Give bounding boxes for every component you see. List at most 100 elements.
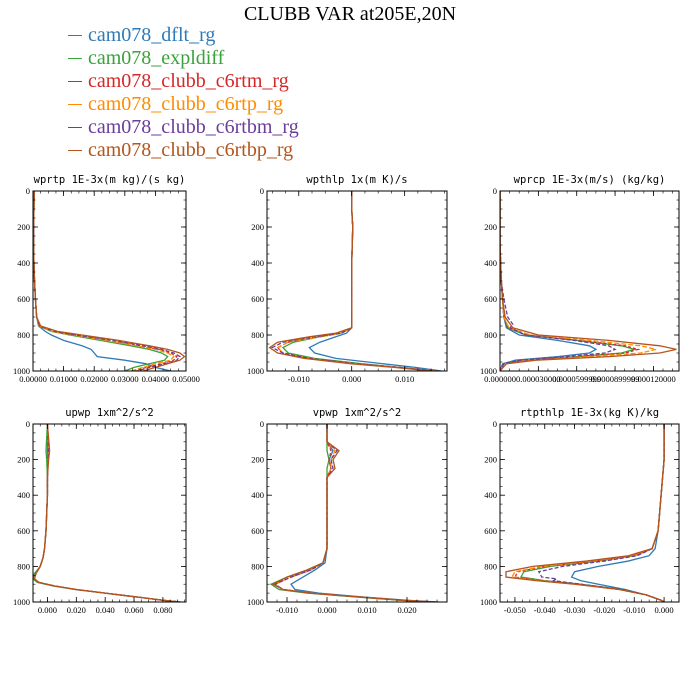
chart-panel: wprcp 1E-3x(m/s) (kg/kg) 0 200 400 600 800 100…	[480, 174, 680, 384]
x-tick-label: 0.040	[96, 605, 115, 615]
plot-frame	[32, 190, 187, 372]
y-tick-label: 1000	[480, 366, 497, 376]
series-line	[500, 191, 617, 371]
x-tick-label: 0.060	[124, 605, 143, 615]
series-line	[270, 191, 437, 371]
x-tick-label: 0.020	[67, 605, 86, 615]
series-line	[513, 424, 665, 602]
y-tick-label: 200	[17, 222, 30, 232]
y-tick-label: 0	[260, 419, 264, 429]
y-tick-label: 1000	[247, 597, 264, 607]
y-tick-label: 600	[484, 294, 497, 304]
legend-label: cam078_dflt_rg	[88, 24, 216, 46]
plot-frame	[266, 190, 448, 372]
series-line	[500, 191, 677, 371]
y-tick-label: 600	[484, 526, 497, 536]
x-tick-label: 0.020	[397, 605, 416, 615]
x-tick-label: -0.040	[534, 605, 556, 615]
legend-item: cam078_expldiff	[68, 47, 299, 70]
series-line	[308, 191, 442, 371]
x-tick-label: 0.000030000	[516, 374, 561, 384]
series-group	[268, 191, 442, 371]
x-tick-label: 0.080	[153, 605, 172, 615]
x-tick-label: 0.000000	[484, 374, 516, 384]
series-line	[33, 191, 178, 371]
series-group	[33, 191, 186, 371]
y-tick-label: 400	[17, 258, 30, 268]
chart-title: upwp 1xm^2/s^2	[65, 407, 154, 419]
x-tick-label: 0.04000	[142, 374, 170, 384]
series-line	[33, 191, 169, 371]
series-line	[276, 191, 437, 371]
legend-label: cam078_clubb_c6rtbp_rg	[88, 139, 294, 161]
y-tick-label: 200	[251, 455, 264, 465]
plot-frame	[499, 190, 680, 372]
y-tick-label: 800	[17, 561, 30, 571]
plot-frame	[32, 423, 187, 603]
chart-title: vpwp 1xm^2/s^2	[313, 407, 402, 419]
series-line	[33, 424, 181, 602]
chart-title: wprcp 1E-3x(m/s) (kg/kg)	[514, 174, 666, 186]
y-tick-label: 200	[17, 455, 30, 465]
x-tick-label: -0.010	[288, 374, 310, 384]
chart-panel: wpthlp 1x(m K)/s 0 200 400 600 800 1000 -0.010 0…	[247, 174, 448, 384]
series-line	[268, 191, 432, 371]
series-line	[500, 191, 598, 371]
y-tick-label: 1000	[247, 366, 264, 376]
series-line	[273, 424, 436, 602]
y-tick-label: 800	[484, 561, 497, 571]
series-line	[33, 191, 171, 371]
series-line	[276, 191, 437, 371]
legend-line-swatch	[68, 57, 82, 59]
legend-item: cam078_dflt_rg	[68, 24, 299, 47]
y-tick-label: 0	[493, 186, 497, 196]
y-tick-label: 600	[251, 294, 264, 304]
plot-frame	[266, 423, 448, 603]
series-line	[500, 191, 641, 371]
x-tick-label: 0.0000599999	[552, 374, 601, 384]
series-line	[273, 424, 436, 602]
y-tick-label: 800	[251, 561, 264, 571]
y-tick-label: 0	[493, 419, 497, 429]
legend-item: cam078_clubb_c6rtm_rg	[68, 70, 299, 93]
x-tick-label: 0.02000	[80, 374, 108, 384]
legend-item: cam078_clubb_c6rtp_rg	[68, 93, 299, 116]
series-line	[570, 424, 665, 602]
x-tick-label: 0.000	[655, 605, 674, 615]
legend-line-swatch	[68, 149, 82, 151]
series-line	[273, 424, 436, 602]
series-line	[33, 191, 181, 371]
x-tick-label: 0.0000899999	[591, 374, 640, 384]
series-line	[33, 191, 175, 371]
chart-title: rtpthlp 1E-3x(kg K)/kg	[520, 407, 659, 419]
series-line	[505, 424, 665, 602]
x-tick-label: 0.00000	[19, 374, 47, 384]
x-tick-label: 0.000	[38, 605, 57, 615]
series-line	[33, 424, 181, 602]
plot-frame	[499, 423, 680, 603]
y-tick-label: 400	[484, 490, 497, 500]
series-line	[281, 191, 437, 371]
y-tick-label: 1000	[13, 597, 30, 607]
series-line	[33, 191, 186, 371]
chart-panel: rtpthlp 1E-3x(kg K)/kg02004006008001000-…	[480, 407, 680, 615]
y-tick-label: 800	[484, 330, 497, 340]
y-tick-label: 600	[17, 294, 30, 304]
legend-item: cam078_clubb_c6rtbm_rg	[68, 116, 299, 139]
series-line	[33, 424, 181, 602]
page-title: CLUBB VAR at205E,20N	[243, 3, 457, 25]
y-tick-label: 200	[484, 222, 497, 232]
x-tick-label: -0.010	[276, 605, 298, 615]
x-tick-label: 0.000	[317, 605, 336, 615]
y-tick-label: 0	[26, 186, 30, 196]
y-tick-label: 200	[251, 222, 264, 232]
series-line	[537, 424, 665, 602]
x-tick-label: 0.010	[357, 605, 376, 615]
y-tick-label: 400	[484, 258, 497, 268]
legend-line-swatch	[68, 126, 82, 128]
legend: cam078_dflt_rg cam078_expldiff cam078_club…	[68, 24, 299, 162]
series-line	[33, 424, 181, 602]
x-tick-label: -0.010	[623, 605, 645, 615]
series-group	[269, 424, 440, 602]
